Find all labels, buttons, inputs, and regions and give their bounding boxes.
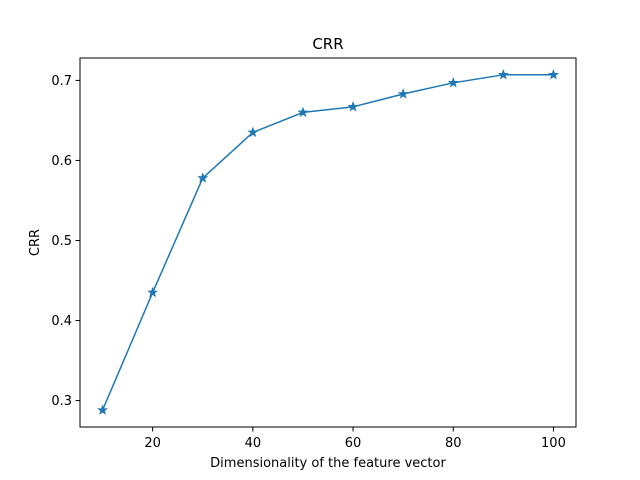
chart-title: CRR: [312, 35, 343, 53]
series-line: [101, 74, 555, 412]
x-axis-label: Dimensionality of the feature vector: [210, 456, 446, 471]
data-point-star: [347, 101, 359, 112]
plot-frame: [79, 57, 577, 428]
y-tick-label: 0.7: [51, 74, 72, 89]
y-tick-label: 0.4: [51, 314, 72, 329]
data-point-star: [447, 77, 459, 88]
plot-area: [97, 69, 559, 415]
y-axis: 0.3 0.4 0.5 0.6 0.7: [51, 74, 80, 409]
y-axis-label: CRR: [28, 229, 43, 256]
x-tick-label: 20: [144, 436, 161, 451]
x-tick-label: 40: [245, 436, 262, 451]
data-point-star: [397, 88, 409, 99]
y-tick-label: 0.3: [51, 394, 72, 409]
data-point-star: [497, 69, 509, 80]
data-point-star: [247, 126, 259, 138]
x-tick-label: 100: [541, 436, 566, 451]
x-tick-label: 60: [345, 436, 362, 451]
x-axis: 20 40 60 80 100: [144, 427, 566, 451]
data-point-star: [547, 69, 559, 80]
y-tick-label: 0.6: [51, 154, 72, 169]
data-point-star: [97, 404, 109, 415]
x-tick-label: 80: [445, 436, 462, 451]
data-point-star: [297, 106, 309, 118]
y-tick-label: 0.5: [51, 234, 72, 249]
data-point-star: [197, 172, 209, 183]
data-point-star: [147, 286, 159, 298]
